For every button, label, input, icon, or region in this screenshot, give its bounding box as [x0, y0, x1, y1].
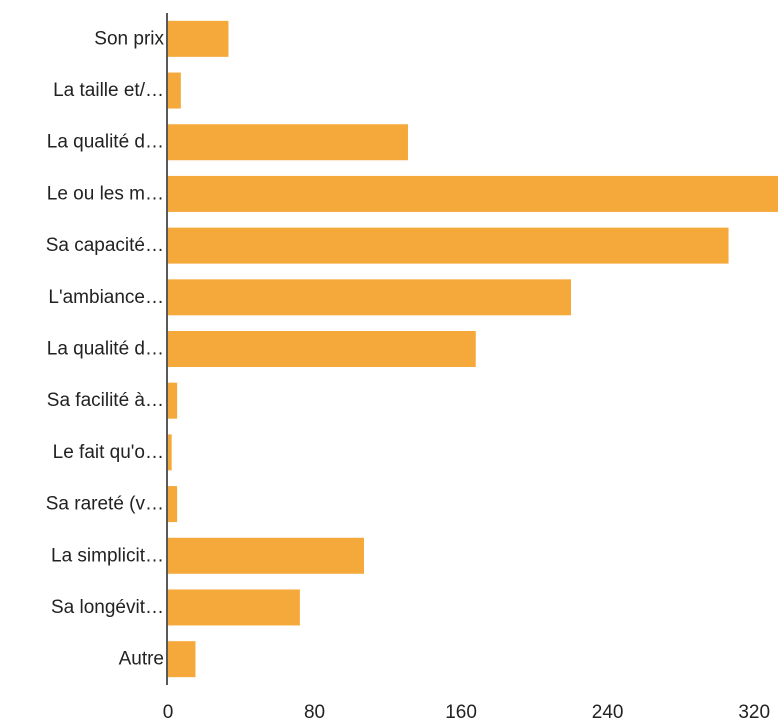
bar-10: [168, 537, 365, 574]
category-label-10: La simplicit…: [51, 545, 164, 566]
bars-group: [168, 20, 778, 678]
x-tick-label-1: 80: [304, 702, 325, 723]
category-label-5: L'ambiance…: [48, 287, 164, 308]
category-label-0: Son prix: [94, 28, 164, 49]
x-tick-label-3: 240: [592, 702, 624, 723]
bar-3: [168, 175, 778, 212]
x-tick-label-2: 160: [445, 702, 477, 723]
category-label-8: Le fait qu'o…: [53, 442, 164, 463]
category-label-9: Sa rareté (v…: [46, 494, 164, 515]
category-label-11: Sa longévit…: [51, 597, 164, 618]
category-labels: Son prix La taille et/… La qualité d… Le ou…: [46, 28, 165, 669]
bar-11: [168, 589, 300, 626]
bar-7: [168, 382, 178, 419]
category-label-3: Le ou les m…: [47, 183, 164, 204]
bar-5: [168, 279, 572, 316]
category-label-4: Sa capacité…: [46, 235, 164, 256]
bar-0: [168, 20, 229, 57]
bar-12: [168, 641, 196, 678]
bar-2: [168, 124, 408, 161]
bar-6: [168, 331, 476, 367]
x-tick-labels: 0 80 160 240 320: [163, 702, 770, 723]
bar-8: [168, 434, 172, 471]
x-tick-label-0: 0: [163, 702, 174, 723]
category-label-1: La taille et/…: [53, 80, 164, 101]
category-label-2: La qualité d…: [47, 132, 164, 153]
bar-4: [168, 227, 729, 264]
bar-1: [168, 72, 181, 109]
category-label-6: La qualité d…: [47, 339, 164, 360]
category-label-12: Autre: [119, 649, 164, 670]
x-tick-label-4: 320: [738, 702, 770, 723]
bar-9: [168, 486, 178, 523]
category-label-7: Sa facilité à…: [47, 390, 164, 411]
